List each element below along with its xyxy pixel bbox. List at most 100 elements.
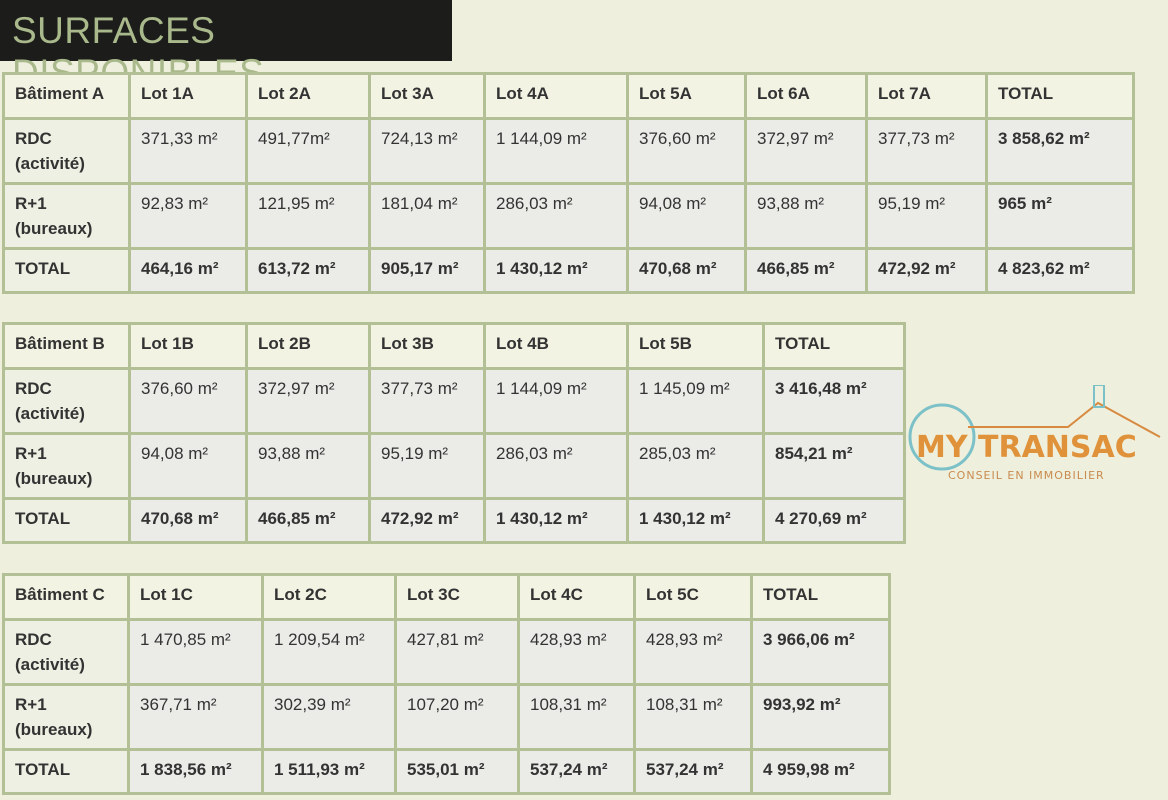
area-cell: 464,16 m² — [128, 247, 248, 294]
area-cell: 1 144,09 m² — [483, 367, 629, 435]
area-cell: 537,24 m² — [517, 748, 636, 795]
column-header: Lot 3B — [368, 322, 486, 370]
row-label: R+1 (bureaux) — [2, 683, 130, 751]
column-header: Lot 5A — [626, 72, 747, 120]
column-header: Lot 7A — [865, 72, 988, 120]
area-cell: 94,08 m² — [128, 432, 248, 500]
area-cell: 302,39 m² — [261, 683, 397, 751]
area-cell: 472,92 m² — [368, 497, 486, 544]
column-header: Lot 4B — [483, 322, 629, 370]
total-cell: 854,21 m² — [762, 432, 906, 500]
table-row: TOTAL 470,68 m² 466,85 m² 472,92 m² 1 430,12… — [2, 497, 906, 544]
total-cell: 3 858,62 m² — [985, 117, 1135, 185]
row-label: RDC (activité) — [2, 367, 131, 435]
area-cell: 1 430,12 m² — [483, 497, 629, 544]
area-cell: 470,68 m² — [626, 247, 747, 294]
column-header: TOTAL — [762, 322, 906, 370]
area-cell: 1 209,54 m² — [261, 618, 397, 686]
column-header: Lot 2C — [261, 573, 397, 621]
area-cell: 377,73 m² — [865, 117, 988, 185]
area-cell: 377,73 m² — [368, 367, 486, 435]
row-label: TOTAL — [2, 748, 130, 795]
row-label: RDC (activité) — [2, 618, 130, 686]
column-header: Lot 2B — [245, 322, 371, 370]
column-header: Lot 3A — [368, 72, 486, 120]
area-cell: 428,93 m² — [517, 618, 636, 686]
table-row: RDC (activité) 376,60 m² 372,97 m² 377,73 m… — [2, 367, 906, 435]
area-cell: 181,04 m² — [368, 182, 486, 250]
column-header: Lot 3C — [394, 573, 520, 621]
area-cell: 108,31 m² — [517, 683, 636, 751]
area-cell: 376,60 m² — [128, 367, 248, 435]
watermark-tagline: CONSEIL EN IMMOBILIER — [948, 469, 1105, 482]
area-cell: 491,77m² — [245, 117, 371, 185]
column-header: Bâtiment A — [2, 72, 131, 120]
area-cell: 367,71 m² — [127, 683, 264, 751]
area-cell: 286,03 m² — [483, 432, 629, 500]
column-header: Bâtiment B — [2, 322, 131, 370]
area-cell: 535,01 m² — [394, 748, 520, 795]
area-cell: 1 511,93 m² — [261, 748, 397, 795]
total-cell: 4 270,69 m² — [762, 497, 906, 544]
column-header: Bâtiment C — [2, 573, 130, 621]
area-cell: 93,88 m² — [744, 182, 868, 250]
area-cell: 1 430,12 m² — [483, 247, 629, 294]
area-cell: 613,72 m² — [245, 247, 371, 294]
table-batiment-a: Bâtiment A Lot 1A Lot 2A Lot 3A Lot 4A Lot 5A… — [2, 72, 1135, 294]
area-cell: 1 144,09 m² — [483, 117, 629, 185]
mytransac-watermark-logo: MY TRANSAC CONSEIL EN IMMOBILIER — [908, 385, 1161, 482]
header-row: Bâtiment B Lot 1B Lot 2B Lot 3B Lot 4B Lot 5B… — [2, 322, 906, 370]
table-batiment-c: Bâtiment C Lot 1C Lot 2C Lot 3C Lot 4C Lot 5C… — [2, 573, 891, 795]
area-cell: 285,03 m² — [626, 432, 765, 500]
area-cell: 95,19 m² — [368, 432, 486, 500]
column-header: Lot 6A — [744, 72, 868, 120]
column-header: Lot 1B — [128, 322, 248, 370]
area-cell: 470,68 m² — [128, 497, 248, 544]
area-cell: 466,85 m² — [744, 247, 868, 294]
row-label: TOTAL — [2, 247, 131, 294]
table-row: TOTAL 1 838,56 m² 1 511,93 m² 535,01 m² 537,… — [2, 748, 891, 795]
area-cell: 94,08 m² — [626, 182, 747, 250]
area-cell: 1 430,12 m² — [626, 497, 765, 544]
watermark-brand: MY TRANSAC — [916, 430, 1137, 465]
row-label: RDC (activité) — [2, 117, 131, 185]
area-cell: 428,93 m² — [633, 618, 753, 686]
title-banner: SURFACES DISPONIBLES — [0, 0, 452, 93]
area-cell: 95,19 m² — [865, 182, 988, 250]
area-cell: 372,97 m² — [744, 117, 868, 185]
area-cell: 724,13 m² — [368, 117, 486, 185]
table-row: R+1 (bureaux) 92,83 m² 121,95 m² 181,04 m² 2… — [2, 182, 1135, 250]
column-header: Lot 1C — [127, 573, 264, 621]
table-row: R+1 (bureaux) 367,71 m² 302,39 m² 107,20 m²… — [2, 683, 891, 751]
total-cell: 3 966,06 m² — [750, 618, 891, 686]
total-cell: 4 959,98 m² — [750, 748, 891, 795]
area-cell: 905,17 m² — [368, 247, 486, 294]
area-cell: 92,83 m² — [128, 182, 248, 250]
column-header: Lot 5C — [633, 573, 753, 621]
area-cell: 93,88 m² — [245, 432, 371, 500]
area-cell: 1 145,09 m² — [626, 367, 765, 435]
table-row: RDC (activité) 1 470,85 m² 1 209,54 m² 427,… — [2, 618, 891, 686]
table-row: RDC (activité) 371,33 m² 491,77m² 724,13 m²… — [2, 117, 1135, 185]
area-cell: 372,97 m² — [245, 367, 371, 435]
total-cell: 4 823,62 m² — [985, 247, 1135, 294]
area-cell: 121,95 m² — [245, 182, 371, 250]
total-cell: 993,92 m² — [750, 683, 891, 751]
column-header: TOTAL — [985, 72, 1135, 120]
column-header: Lot 1A — [128, 72, 248, 120]
total-cell: 3 416,48 m² — [762, 367, 906, 435]
area-cell: 286,03 m² — [483, 182, 629, 250]
table-row: R+1 (bureaux) 94,08 m² 93,88 m² 95,19 m² 286… — [2, 432, 906, 500]
row-label: R+1 (bureaux) — [2, 432, 131, 500]
area-cell: 466,85 m² — [245, 497, 371, 544]
area-cell: 371,33 m² — [128, 117, 248, 185]
area-cell: 537,24 m² — [633, 748, 753, 795]
area-cell: 108,31 m² — [633, 683, 753, 751]
row-label: TOTAL — [2, 497, 131, 544]
column-header: Lot 5B — [626, 322, 765, 370]
column-header: Lot 4A — [483, 72, 629, 120]
table-row: TOTAL 464,16 m² 613,72 m² 905,17 m² 1 430,12… — [2, 247, 1135, 294]
column-header: Lot 4C — [517, 573, 636, 621]
area-cell: 107,20 m² — [394, 683, 520, 751]
total-cell: 965 m² — [985, 182, 1135, 250]
